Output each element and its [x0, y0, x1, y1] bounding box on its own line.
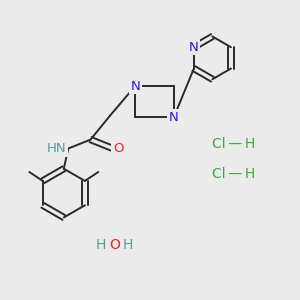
Text: H: H [96, 238, 106, 252]
Text: N: N [130, 80, 140, 93]
Text: H: H [122, 238, 133, 252]
Text: Cl — H: Cl — H [212, 137, 255, 151]
Text: N: N [189, 41, 199, 54]
Text: O: O [109, 238, 120, 252]
Text: N: N [169, 111, 179, 124]
Text: O: O [113, 142, 123, 155]
Text: HN: HN [47, 142, 67, 155]
Text: Cl — H: Cl — H [212, 167, 255, 181]
